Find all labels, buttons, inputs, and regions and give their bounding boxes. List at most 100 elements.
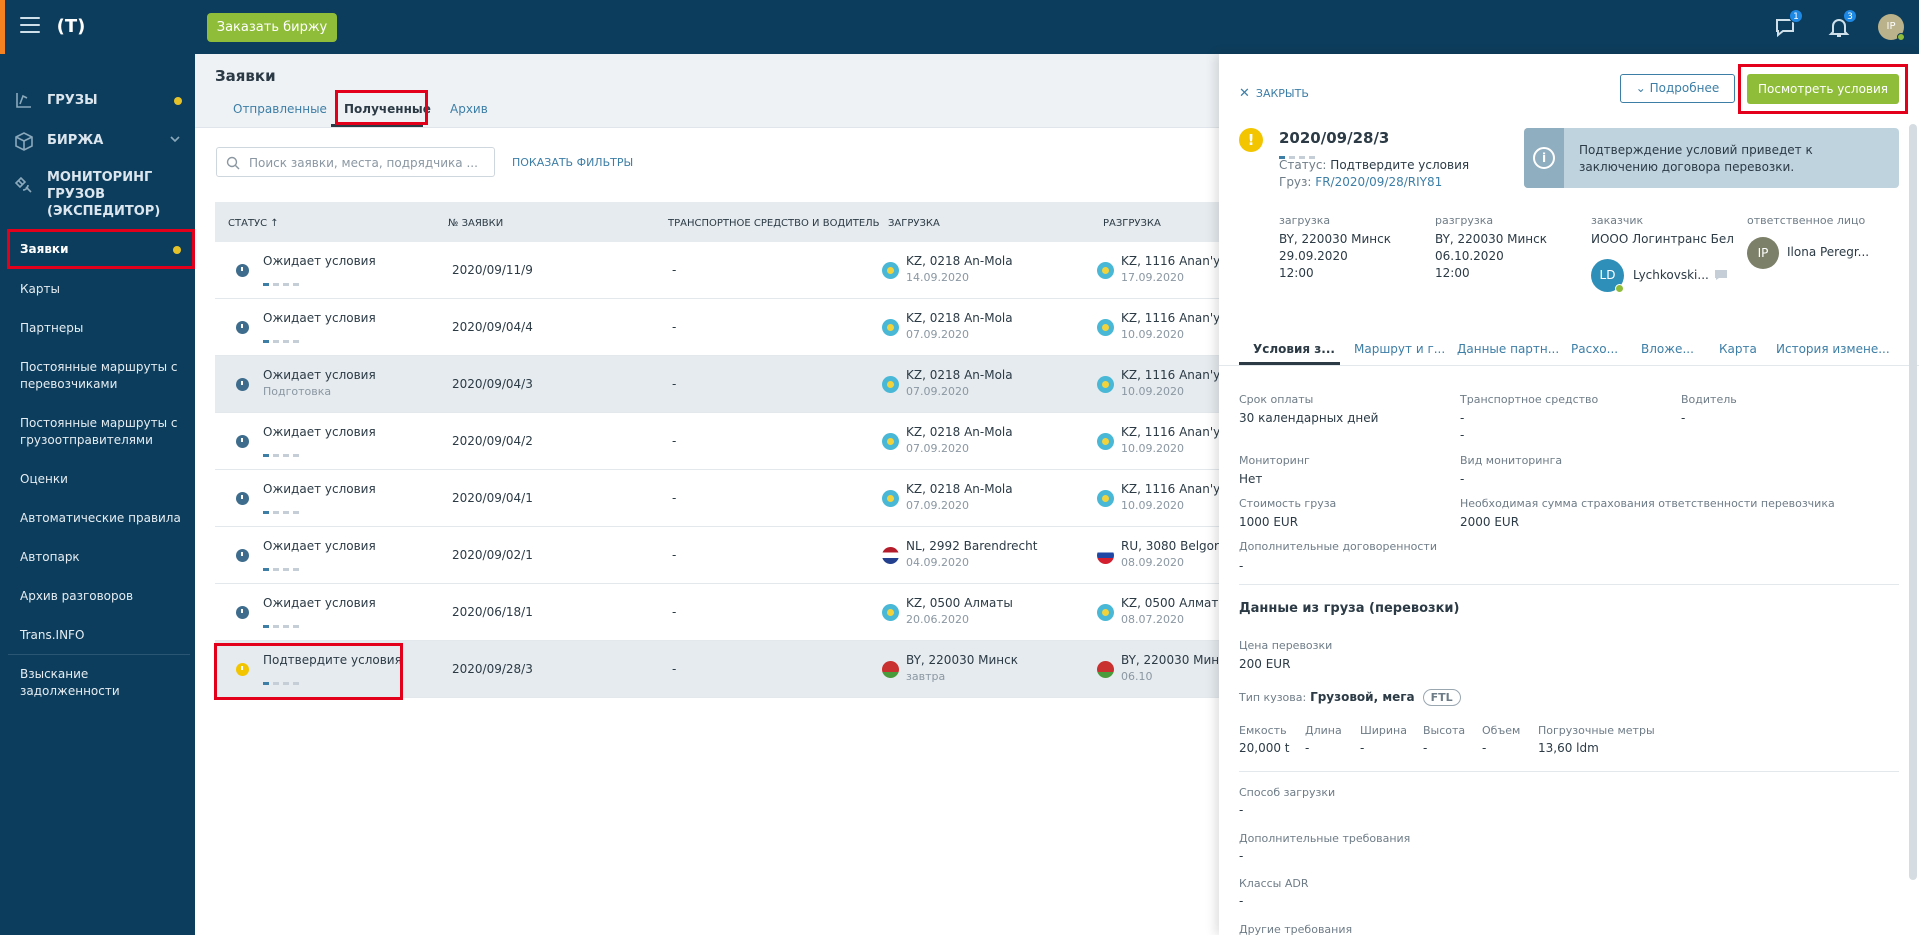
row-number: 2020/09/11/9 (452, 263, 533, 277)
tab-route[interactable]: Маршрут и г... (1354, 342, 1446, 356)
load-place: BY, 220030 Минск (1279, 232, 1392, 246)
col-unloading[interactable]: РАЗГРУЗКА (1103, 218, 1161, 229)
row-vehicle: - (672, 320, 677, 334)
unload-time: 12:00 (1435, 266, 1470, 280)
search-icon (226, 156, 240, 170)
capacity-value: 20,000 t (1239, 741, 1290, 755)
table-row[interactable]: Ожидает условия 2020/09/04/4 - KZ, 0218 An-… (215, 299, 1220, 356)
tab-attachments[interactable]: Вложе... (1641, 342, 1694, 356)
customer-person[interactable]: Lychkovski... (1633, 268, 1709, 282)
active-tab-indicator (1239, 362, 1340, 365)
row-unload-date: 10.09.2020 (1121, 442, 1184, 455)
row-number: 2020/09/28/3 (452, 662, 533, 676)
content-header: Заявки Отправленные Полученные Архив (195, 54, 1219, 128)
flag-icon (1097, 376, 1114, 393)
sidebar-item-ratings[interactable]: Оценки (20, 472, 68, 486)
table-row[interactable]: Ожидает условия Подготовка 2020/09/04/3 - KZ… (215, 356, 1220, 413)
table-row[interactable]: Ожидает условия 2020/09/02/1 - NL, 2992 Bar… (215, 527, 1219, 584)
row-unload-place: KZ, 1116 Anan'y (1121, 425, 1221, 439)
sidebar-item-debt-collection[interactable]: Взыскание задолженности (20, 667, 120, 698)
top-bar: (T) Заказать биржу 1 3 IP (0, 0, 1919, 54)
flag-icon (882, 262, 899, 279)
sidebar-item-maps[interactable]: Карты (20, 282, 60, 296)
order-exchange-button[interactable]: Заказать биржу (207, 13, 337, 42)
bell-icon[interactable]: 3 (1827, 9, 1857, 39)
tab-map[interactable]: Карта (1719, 342, 1757, 356)
highlight-received-tab (335, 90, 428, 125)
transport-price-label: Цена перевозки (1239, 639, 1333, 652)
body-type-value: Грузовой, мега (1310, 690, 1415, 704)
row-unload-date: 10.09.2020 (1121, 385, 1184, 398)
request-detail-panel: ✕ ЗАКРЫТЬ ⌄ Подробнее Посмотреть условия … (1219, 54, 1919, 935)
info-icon: i (1533, 147, 1555, 169)
responsible-avatar[interactable]: IP (1747, 237, 1779, 269)
scrollbar[interactable] (1909, 124, 1917, 880)
status-progress (263, 275, 303, 286)
capacity-label: Емкость (1239, 724, 1287, 737)
logo[interactable]: (T) (56, 16, 86, 37)
table-row[interactable]: Ожидает условия 2020/09/04/1 - KZ, 0218 An-… (215, 470, 1220, 527)
row-unload-place: RU, 3080 Belgor (1121, 539, 1219, 553)
table-row[interactable]: Ожидает условия 2020/09/11/9 - KZ, 0218 An-… (215, 242, 1220, 299)
col-status[interactable]: СТАТУС ↑ (228, 218, 279, 229)
col-loading[interactable]: ЗАГРУЗКА (888, 218, 940, 229)
view-conditions-button[interactable]: Посмотреть условия (1747, 74, 1899, 104)
row-status: Ожидает условия (263, 368, 376, 382)
cargo-link[interactable]: FR/2020/09/28/RIY81 (1315, 175, 1443, 189)
close-button[interactable]: ✕ ЗАКРЫТЬ (1239, 86, 1309, 101)
table-row[interactable]: Ожидает условия 2020/06/18/1 - KZ, 0500 Алм… (215, 584, 1228, 641)
sidebar: ГРУЗЫ БИРЖА МОНИТОРИНГ ГРУЗОВ (ЭКСПЕДИТО… (0, 54, 195, 935)
status-progress (1279, 148, 1319, 159)
cargo-icon (16, 93, 31, 108)
search-input[interactable]: Поиск заявки, места, подрядчика ... (216, 147, 495, 177)
loading-method-label: Способ загрузки (1239, 786, 1336, 799)
tab-history[interactable]: История измене... (1776, 342, 1890, 356)
sidebar-item-auto-rules[interactable]: Автоматические правила (20, 511, 181, 525)
driver-label: Водитель (1681, 393, 1737, 406)
tab-sent[interactable]: Отправленные (233, 102, 327, 116)
table-row[interactable]: Подтвердите условия 2020/09/28/3 - BY, 2200… (215, 641, 1233, 698)
sidebar-item-partners[interactable]: Партнеры (20, 321, 84, 335)
cargo-dot (174, 97, 182, 105)
height-label: Высота (1423, 724, 1466, 737)
chat-icon[interactable] (1714, 269, 1728, 281)
show-filters-link[interactable]: ПОКАЗАТЬ ФИЛЬТРЫ (512, 156, 634, 169)
sidebar-item-transinfo[interactable]: Trans.INFO (20, 628, 85, 642)
sidebar-item-routes-carriers[interactable]: Постоянные маршруты с перевозчиками (20, 360, 178, 391)
sidebar-item-chat-archive[interactable]: Архив разговоров (20, 589, 134, 603)
tab-conditions[interactable]: Условия з... (1253, 342, 1335, 356)
notification-badge: 3 (1843, 9, 1857, 23)
payment-term-value: 30 календарных дней (1239, 411, 1379, 425)
responsible-name[interactable]: Ilona Peregr... (1787, 245, 1870, 259)
user-avatar[interactable]: IP (1878, 14, 1905, 41)
row-load-place: NL, 2992 Barendrecht (906, 539, 1038, 553)
more-button[interactable]: ⌄ Подробнее (1620, 74, 1735, 103)
sidebar-item-cargo[interactable]: ГРУЗЫ (0, 84, 195, 118)
sidebar-item-routes-shippers[interactable]: Постоянные маршруты с грузоотправителями (20, 416, 178, 447)
tab-partner-data[interactable]: Данные партн... (1457, 342, 1560, 356)
row-load-place: KZ, 0218 An-Mola (906, 425, 1013, 439)
chat-icon[interactable]: 1 (1773, 9, 1803, 39)
warning-icon: ! (1239, 128, 1263, 152)
sidebar-item-fleet[interactable]: Автопарк (20, 550, 80, 564)
width-value: - (1360, 741, 1365, 755)
clock-icon (236, 378, 249, 391)
request-cargo: Груз: FR/2020/09/28/RIY81 (1279, 175, 1442, 189)
sidebar-item-exchange[interactable]: БИРЖА (0, 124, 195, 158)
row-substatus: Подготовка (263, 385, 332, 398)
row-unload-place: KZ, 0500 Алматы (1121, 596, 1228, 610)
col-number[interactable]: № ЗАЯВКИ (448, 218, 504, 229)
col-vehicle[interactable]: ТРАНСПОРТНОЕ СРЕДСТВО И ВОДИТЕЛЬ (668, 218, 880, 229)
info-banner: i Подтверждение условий приведет к заклю… (1524, 128, 1899, 188)
divider (1239, 771, 1899, 772)
sidebar-item-requests[interactable]: Заявки (20, 242, 69, 256)
sidebar-item-monitoring[interactable]: МОНИТОРИНГ ГРУЗОВ (ЭКСПЕДИТОР) (0, 164, 195, 219)
table-row[interactable]: Ожидает условия 2020/09/04/2 - KZ, 0218 An-… (215, 413, 1221, 470)
tab-expenses[interactable]: Расхо... (1571, 342, 1619, 356)
clock-icon (236, 435, 249, 448)
load-date: 29.09.2020 (1279, 249, 1348, 263)
tab-archive[interactable]: Архив (450, 102, 488, 116)
unload-label: разгрузка (1435, 214, 1494, 227)
tab-received[interactable]: Полученные (344, 102, 431, 116)
menu-icon[interactable] (20, 17, 40, 33)
